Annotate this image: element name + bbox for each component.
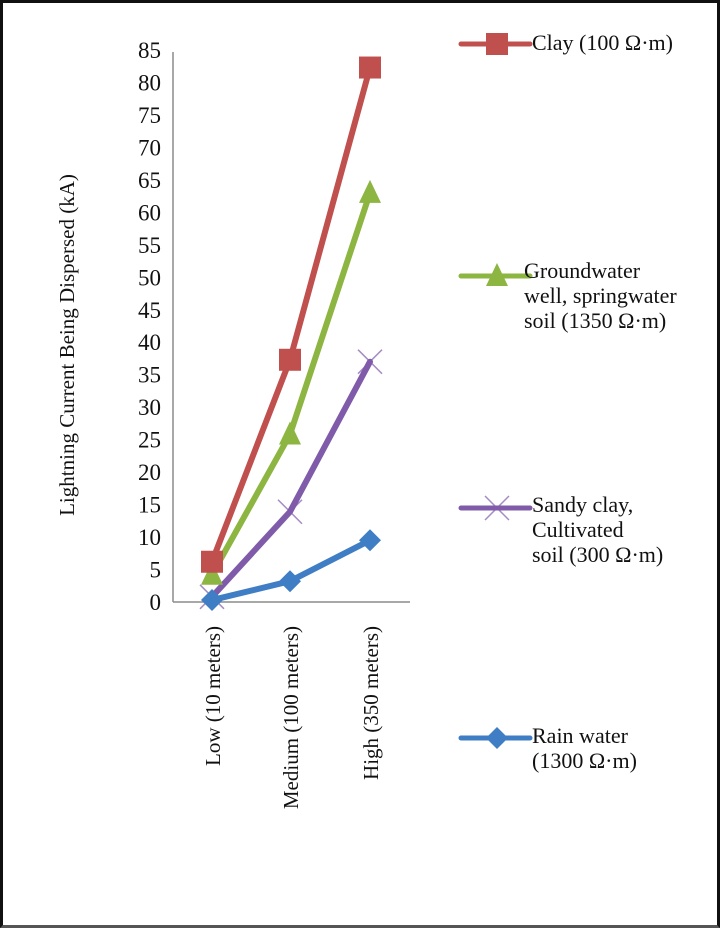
legend-label: Groundwater well, springwater soil (1350… xyxy=(524,258,677,333)
series-layer xyxy=(199,56,383,612)
y-tick-label: 50 xyxy=(138,265,161,290)
y-tick-label: 60 xyxy=(138,200,161,225)
x-axis: Low (10 meters) Medium (100 meters) High (… xyxy=(173,601,410,809)
series-diamond xyxy=(201,529,381,612)
legend-item xyxy=(458,33,533,55)
series-line xyxy=(209,358,373,600)
diamond-marker xyxy=(201,589,223,612)
legend-label: Rain water (1300 Ω·m) xyxy=(532,723,637,773)
y-tick-label: 5 xyxy=(150,558,162,583)
series-line xyxy=(209,189,373,578)
legend-item xyxy=(458,263,533,286)
series-line xyxy=(209,64,373,565)
legend-item xyxy=(458,495,533,521)
series-square xyxy=(201,56,381,573)
series-x xyxy=(199,349,383,610)
y-tick-label: 80 xyxy=(138,70,161,95)
triangle-marker xyxy=(486,263,508,286)
y-tick-label: 25 xyxy=(138,428,161,453)
legend-label: Clay (100 Ω·m) xyxy=(532,30,673,55)
y-tick-label: 65 xyxy=(138,168,161,193)
diamond-marker xyxy=(486,727,508,749)
legend-label: Sandy clay, Cultivated soil (300 Ω·m) xyxy=(532,492,664,567)
y-tick-label: 20 xyxy=(138,460,161,485)
y-tick-label: 45 xyxy=(138,298,161,323)
y-tick-label: 30 xyxy=(138,395,161,420)
series-triangle xyxy=(201,179,381,585)
diamond-marker xyxy=(359,529,381,552)
legend xyxy=(458,33,533,749)
y-tick-label: 15 xyxy=(138,493,161,518)
square-marker xyxy=(486,33,508,55)
y-tick-label: 70 xyxy=(138,135,161,160)
x-marker xyxy=(357,349,383,375)
triangle-marker xyxy=(201,561,223,585)
diamond-marker xyxy=(279,570,301,593)
y-tick-label: 75 xyxy=(138,103,161,128)
y-axis: 0 5 10 15 20 25 30 35 40 45 50 55 60 65 70 75 80 85 xyxy=(138,38,174,615)
y-tick-label: 35 xyxy=(138,363,161,388)
y-tick-label: 10 xyxy=(138,525,161,550)
y-tick-label: 40 xyxy=(138,330,161,355)
x-marker xyxy=(484,495,510,521)
triangle-marker xyxy=(279,421,301,445)
square-marker xyxy=(201,550,223,573)
square-marker xyxy=(359,56,381,79)
square-marker xyxy=(279,348,301,371)
y-tick-label: 0 xyxy=(150,590,162,615)
x-marker xyxy=(277,499,303,525)
y-axis-label: Lightning Current Being Dispersed (kA) xyxy=(55,174,79,516)
x-tick-label: Medium (100 meters) xyxy=(279,626,303,809)
x-tick-label: Low (10 meters) xyxy=(201,626,225,766)
y-tick-label: 55 xyxy=(138,233,161,258)
y-tick-label: 85 xyxy=(138,38,161,63)
legend-item xyxy=(458,727,533,749)
x-tick-label: High (350 meters) xyxy=(359,626,383,780)
triangle-marker xyxy=(359,179,381,203)
